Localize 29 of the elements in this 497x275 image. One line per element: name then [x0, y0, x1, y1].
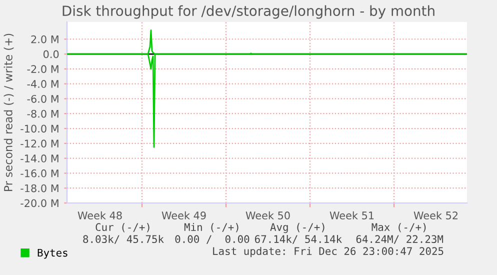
y-tick-label: 2.0 M [31, 35, 58, 44]
text: Last update: Fri Dec 26 23:00:47 2025 [213, 246, 444, 258]
y-tick-label: -18.0 M [20, 184, 58, 192]
text: 0.00 / 0.00 [175, 235, 250, 244]
y-tick-label: -14.0 M [20, 154, 58, 162]
y-tick-label: -20.0 M [20, 199, 58, 208]
x-tick-label: Week 50 [246, 211, 290, 220]
text: 8.03k/ 45.75k [83, 234, 164, 244]
text: Max (-/+) [372, 223, 426, 232]
y-tick-label: -6.0 M [27, 94, 58, 103]
y-tick-label: -10.0 M [20, 124, 58, 133]
y-tick-label: -12.0 M [20, 140, 58, 148]
text: 64.24M/ 22.23M [356, 235, 444, 244]
y-axis-title: Pr second read (-) / write (+) [4, 34, 14, 192]
y-tick-label: -16.0 M [20, 169, 58, 178]
y-tick-label: 0.0 [43, 50, 59, 58]
text: Avg (-/+) [270, 222, 324, 234]
x-tick-label: Week 48 [78, 211, 122, 220]
y-tick-label: -8.0 M [27, 110, 58, 118]
chart-title: Disk throughput for /dev/storage/longhorn - by month [62, 5, 434, 19]
text: 67.14k/ 54.14k [254, 234, 342, 244]
y-tick-label: -4.0 M [27, 80, 58, 88]
x-tick-label: Week 52 [414, 211, 458, 220]
text: Cur (-/+) [96, 223, 150, 232]
x-tick-label: Week 51 [330, 211, 374, 220]
legend-label: Bytes [38, 248, 68, 259]
x-tick-label: Week 49 [162, 211, 206, 220]
y-tick-label: -2.0 M [27, 65, 58, 74]
text: Min (-/+) [184, 222, 238, 232]
